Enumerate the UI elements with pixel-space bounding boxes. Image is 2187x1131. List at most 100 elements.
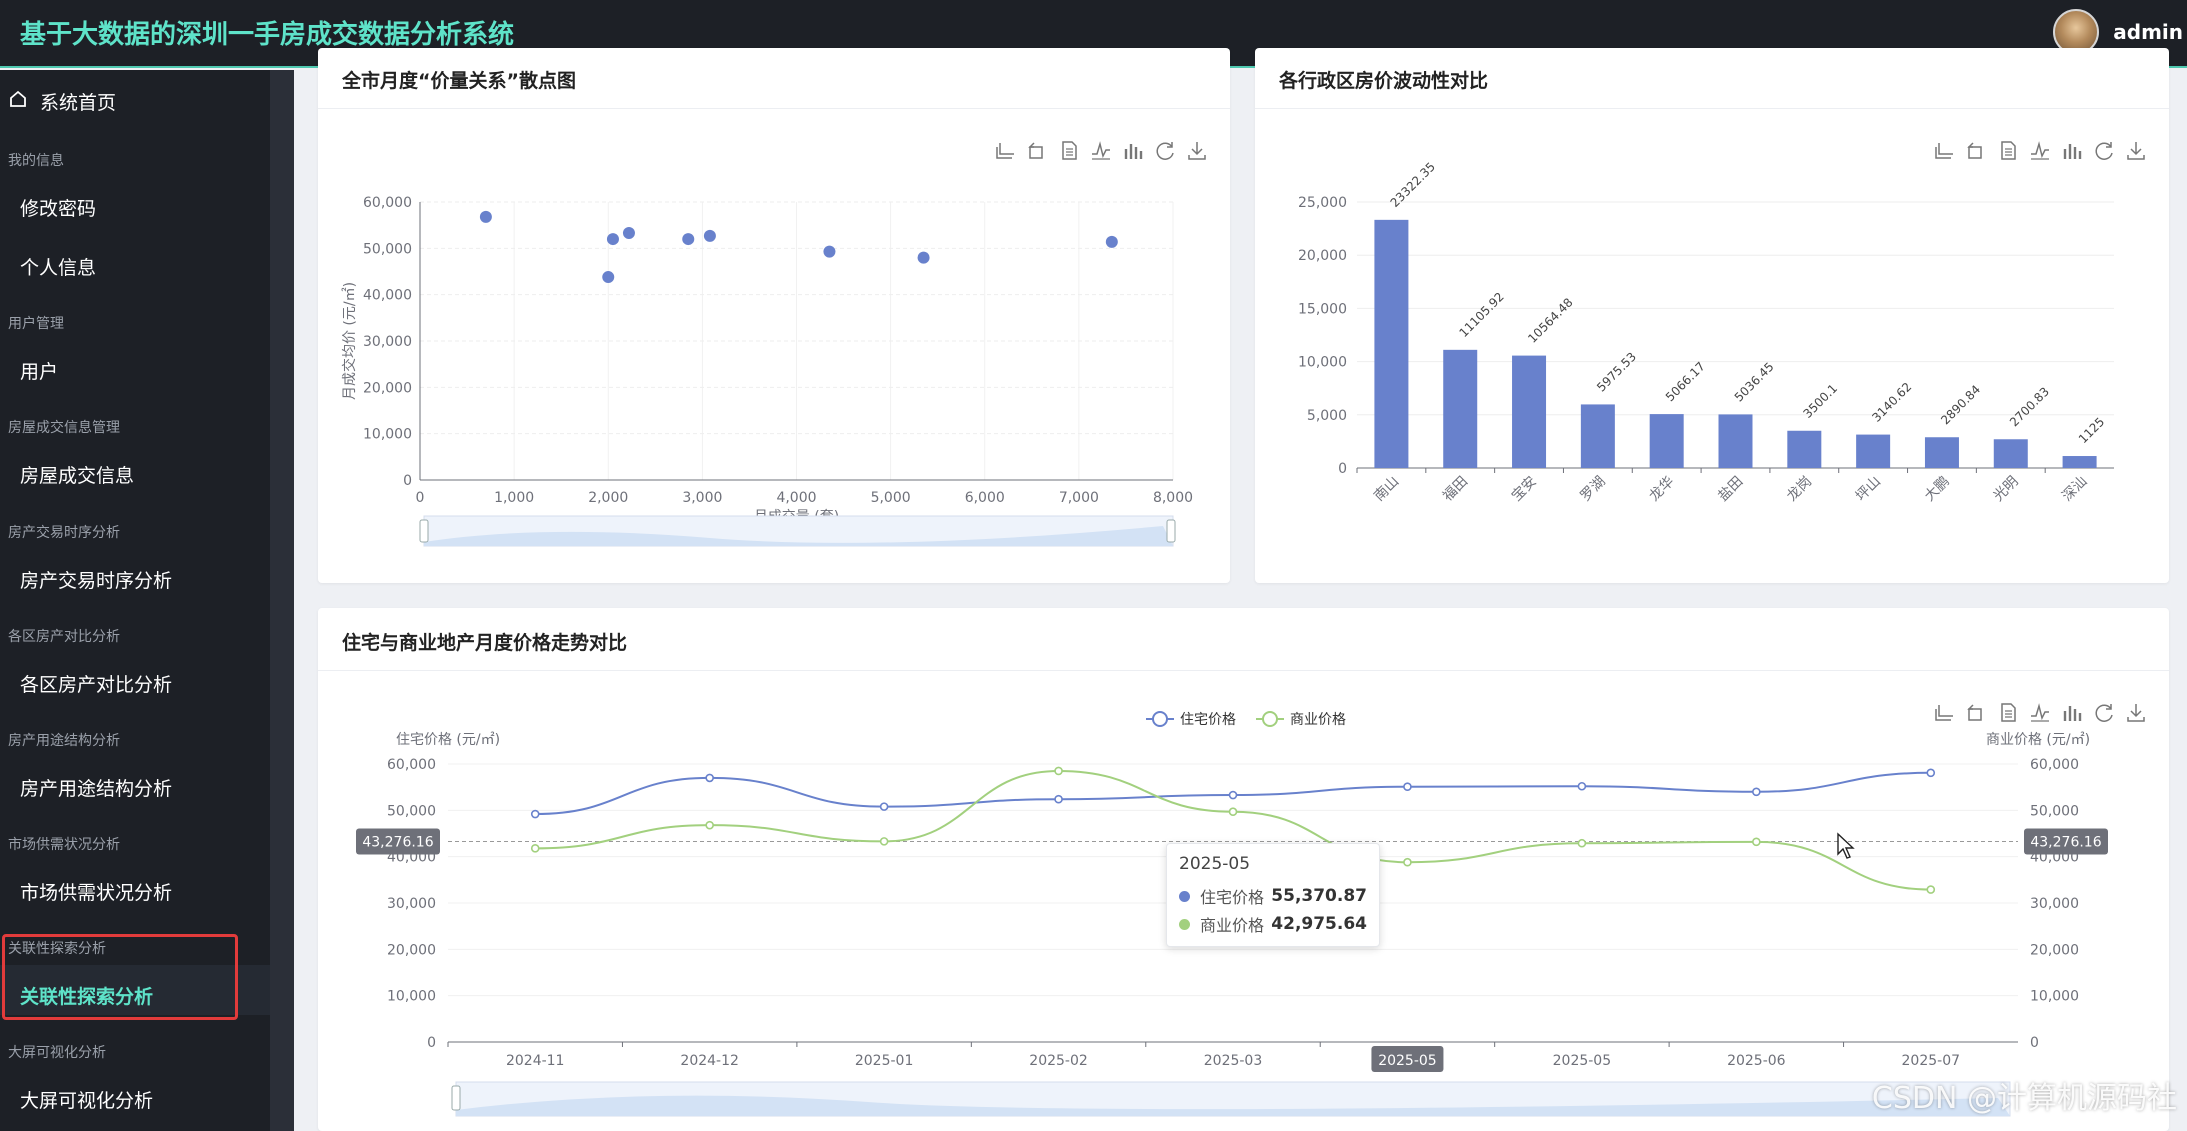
tooltip-series-value: 55,370.87 (1271, 886, 1367, 906)
y-tick-label: 5,000 (1307, 408, 1347, 424)
data-view-icon[interactable] (1996, 138, 2019, 161)
line-switch-icon[interactable] (1089, 138, 1112, 161)
series-point (1577, 781, 1587, 791)
tooltip-row: 商业价格 42,975.64 (1179, 910, 1367, 938)
bar (1374, 219, 1409, 468)
sidebar-group-deal-mgmt: 房屋成交信息管理 (8, 420, 120, 436)
y-axis-label: 住宅价格 (元/㎡) (396, 732, 500, 748)
bar-value-label: 5036.45 (1732, 360, 1777, 405)
rect-zoom-icon[interactable] (1932, 138, 1955, 161)
line-title: 住宅与商业地产月度价格走势对比 (342, 632, 628, 654)
sidebar-item-district-compare[interactable]: 各区房产对比分析 (20, 674, 173, 696)
legend-label: 商业价格 (1290, 712, 1346, 728)
x-tick-label: 6,000 (965, 490, 1005, 506)
sidebar-item-change-password[interactable]: 修改密码 (20, 198, 97, 220)
restore-icon[interactable] (2092, 700, 2115, 723)
line-switch-icon[interactable] (2028, 700, 2051, 723)
bar (1787, 430, 1822, 468)
data-zoom-preview (424, 526, 1173, 546)
bar-switch-icon[interactable] (2060, 138, 2083, 161)
sidebar-item-profile[interactable]: 个人信息 (20, 257, 97, 279)
line-switch-icon[interactable] (2028, 138, 2051, 161)
series-point (1926, 885, 1936, 894)
y-right-tick-label: 60,000 (2030, 757, 2079, 773)
tooltip-series-name: 商业价格 (1200, 916, 1265, 935)
rect-zoom-icon[interactable] (1932, 700, 1955, 723)
data-view-icon[interactable] (1996, 700, 2019, 723)
series-point (530, 844, 540, 853)
sidebar-item-correlation[interactable]: 关联性探索分析 (20, 986, 154, 1008)
y-tick-label: 20,000 (1298, 248, 1347, 264)
sidebar-group-correlation: 关联性探索分析 (8, 941, 106, 957)
x-tick-label: 2025-02 (1029, 1053, 1088, 1069)
bar (1580, 404, 1615, 468)
sidebar-group-my-info: 我的信息 (8, 153, 64, 169)
tooltip-title: 2025-05 (1179, 854, 1251, 874)
download-icon[interactable] (2124, 138, 2147, 161)
sidebar-item-timeseries[interactable]: 房产交易时序分析 (20, 570, 173, 592)
sidebar-item-usage-structure[interactable]: 房产用途结构分析 (20, 778, 173, 800)
highlight-annotation-box (2, 934, 238, 1020)
bar-value-label: 10564.48 (1525, 295, 1575, 345)
sidebar-item-home[interactable]: 系统首页 (8, 88, 116, 115)
scatter-chart[interactable]: 0 1,000 2,000 3,000 4,000 5,000 6,000 7,000 8,00… (318, 48, 1230, 583)
series-point (1054, 794, 1063, 804)
x-tick-label: 4,000 (776, 490, 816, 506)
x-tick-label: 5,000 (871, 490, 911, 506)
zoom-reset-icon[interactable] (1964, 700, 1987, 723)
username[interactable]: admin (2113, 20, 2183, 44)
sidebar-item-big-screen[interactable]: 大屏可视化分析 (20, 1090, 154, 1112)
bar-value-label: 5066.17 (1663, 359, 1708, 404)
sidebar-group-timeseries: 房产交易时序分析 (8, 525, 120, 541)
sidebar-group-user-mgmt: 用户管理 (8, 316, 64, 332)
chart-tooltip: 2025-05 住宅价格 55,370.87 商业价格 42,975.64 (1166, 843, 1380, 947)
x-tick-label: 龙华 (1646, 474, 1677, 505)
y-tick-label: 10,000 (387, 989, 436, 1005)
scatter-point (602, 271, 615, 284)
bar (2062, 456, 2097, 468)
series-point (1403, 857, 1412, 867)
crosshair-label-right: 43,276.16 (2030, 834, 2101, 850)
y-axis-label: 月成交均价 (元/㎡) (341, 282, 358, 400)
home-icon (8, 89, 28, 114)
bar-toolbox (1932, 138, 2147, 161)
zoom-reset-icon[interactable] (1025, 138, 1048, 161)
x-tick-label: 深汕 (2059, 474, 2090, 505)
bar-value-label: 3140.62 (1869, 380, 1914, 425)
x-tick-label: 2025-03 (1204, 1053, 1263, 1069)
bar (1649, 414, 1684, 468)
series-point (1054, 766, 1063, 776)
bar (1718, 414, 1753, 468)
series-dot-icon (1179, 918, 1190, 930)
y-tick-label: 0 (427, 1035, 436, 1051)
sidebar-item-users[interactable]: 用户 (20, 361, 59, 383)
download-icon[interactable] (2124, 700, 2147, 723)
bar (1924, 437, 1959, 468)
bar-switch-icon[interactable] (1121, 138, 1144, 161)
x-tick-label: 1,000 (494, 490, 534, 506)
mouse-cursor-icon (1837, 832, 1855, 859)
x-tick-label: 2025-07 (1902, 1053, 1961, 1069)
app-title: 基于大数据的深圳一手房成交数据分析系统 (20, 20, 515, 50)
tooltip-series-name: 住宅价格 (1200, 888, 1265, 907)
bar-value-label: 5975.53 (1594, 350, 1639, 395)
series-point (1752, 787, 1761, 797)
bar (1443, 349, 1478, 468)
y-tick-label: 20,000 (387, 942, 436, 958)
sidebar-item-supply-demand[interactable]: 市场供需状况分析 (20, 882, 173, 904)
series-point (705, 773, 714, 783)
bar-switch-icon[interactable] (2060, 700, 2083, 723)
y-right-tick-label: 20,000 (2030, 942, 2079, 958)
restore-icon[interactable] (2092, 138, 2115, 161)
bar-title: 各行政区房价波动性对比 (1279, 70, 1489, 92)
zoom-reset-icon[interactable] (1964, 138, 1987, 161)
crosshair-label-right-bg (2024, 828, 2108, 855)
data-view-icon[interactable] (1057, 138, 1080, 161)
bar-value-label: 11105.92 (1456, 290, 1506, 340)
sidebar-active-background (0, 965, 270, 1015)
download-icon[interactable] (1185, 138, 1208, 161)
rect-zoom-icon[interactable] (993, 138, 1016, 161)
sidebar-item-deal-info[interactable]: 房屋成交信息 (20, 465, 135, 487)
restore-icon[interactable] (1153, 138, 1176, 161)
